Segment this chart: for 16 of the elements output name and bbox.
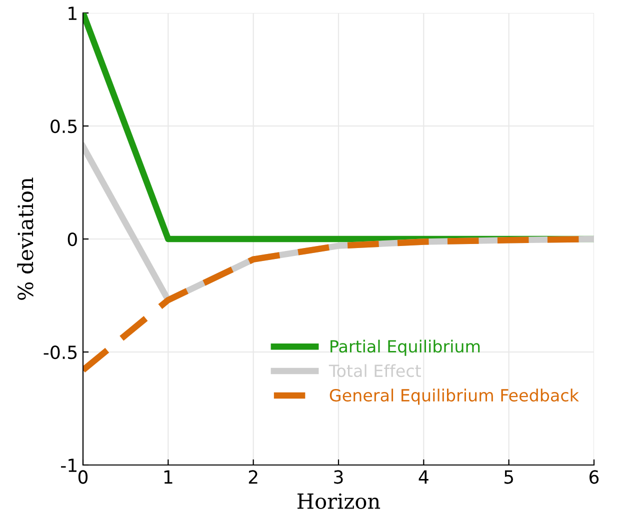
x-tick-label: 5 bbox=[504, 470, 513, 484]
x-tick-label: 3 bbox=[334, 470, 343, 484]
x-tick-label: 4 bbox=[418, 470, 428, 484]
legend-label: Partial Equilibrium bbox=[330, 340, 480, 356]
x-tick-label: 1 bbox=[164, 470, 172, 484]
y-tick-label: 0 bbox=[68, 232, 77, 246]
y-tick-label: 0.5 bbox=[50, 119, 77, 134]
x-tick-label: 0 bbox=[78, 470, 88, 484]
x-tick-label: 2 bbox=[248, 470, 258, 484]
x-axis-title: Horizon bbox=[298, 493, 380, 510]
legend-label: General Equilibrium Feedback bbox=[330, 388, 579, 405]
x-tick-label: 6 bbox=[590, 470, 599, 484]
y-tick-label: 1 bbox=[68, 6, 76, 20]
y-tick-label: -1 bbox=[61, 458, 76, 472]
y-axis-title: % deviation bbox=[17, 178, 34, 300]
y-tick-label: -0.5 bbox=[44, 345, 77, 360]
